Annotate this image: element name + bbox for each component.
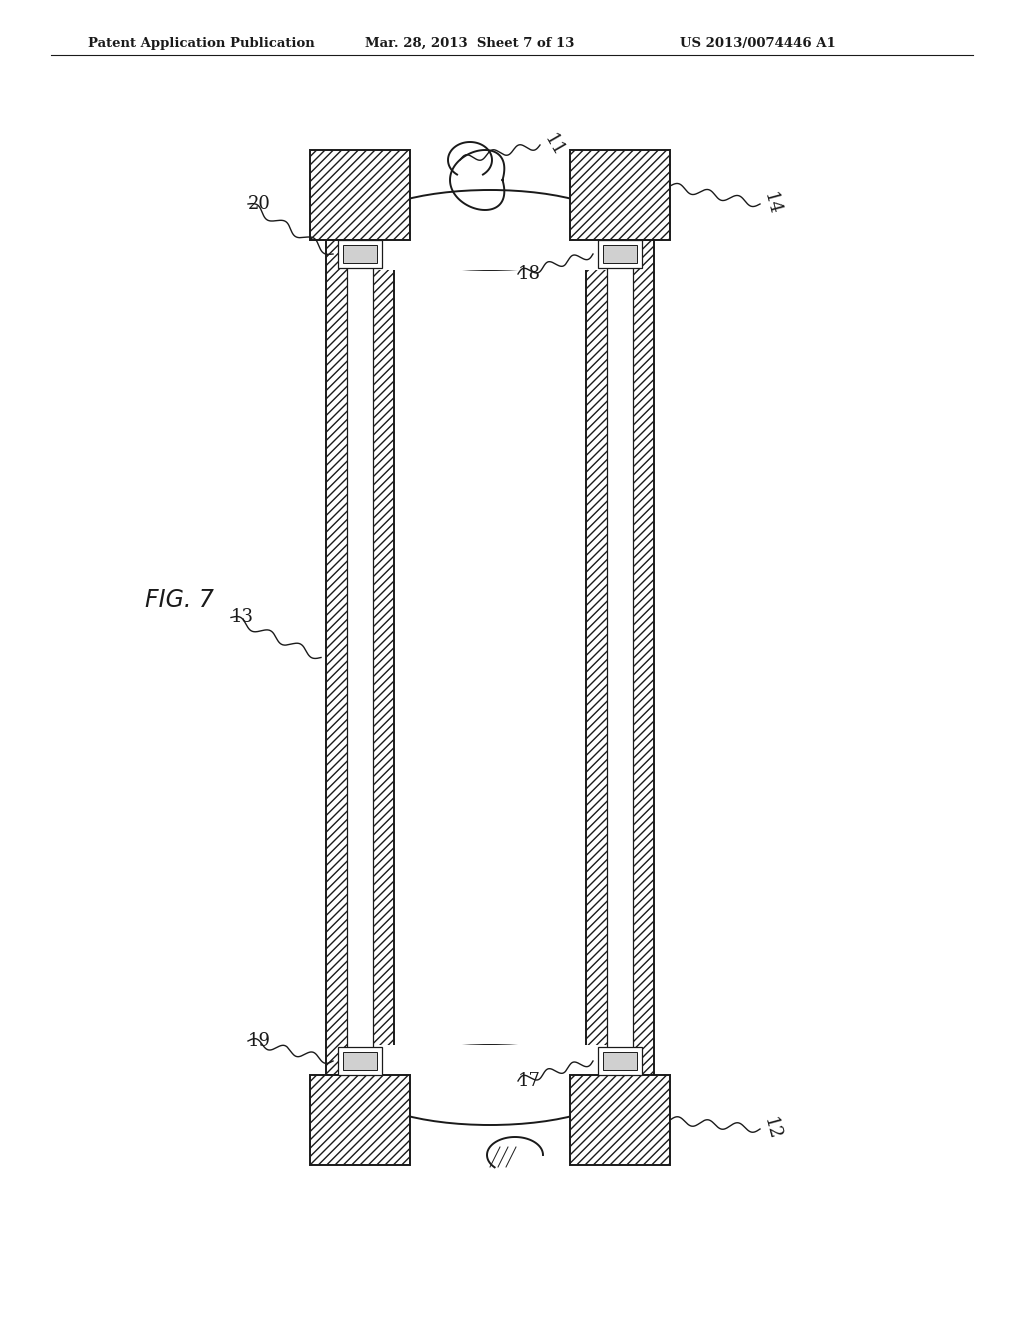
- Bar: [360, 230, 620, 1085]
- Text: 20: 20: [248, 195, 271, 213]
- Bar: [586, 240, 654, 1074]
- Text: 18: 18: [518, 265, 541, 282]
- Bar: [358, 230, 622, 271]
- Bar: [603, 246, 637, 263]
- Bar: [343, 246, 377, 263]
- Text: Mar. 28, 2013  Sheet 7 of 13: Mar. 28, 2013 Sheet 7 of 13: [365, 37, 574, 50]
- Bar: [603, 1052, 637, 1071]
- Ellipse shape: [360, 190, 620, 271]
- Bar: [570, 1074, 670, 1166]
- Bar: [310, 1074, 410, 1166]
- Bar: [326, 240, 394, 1074]
- Bar: [338, 240, 382, 268]
- Bar: [347, 240, 373, 1074]
- Bar: [338, 1047, 382, 1074]
- Text: 17: 17: [518, 1072, 541, 1090]
- Bar: [598, 1047, 642, 1074]
- Text: 19: 19: [248, 1032, 271, 1049]
- Text: US 2013/0074446 A1: US 2013/0074446 A1: [680, 37, 836, 50]
- Text: FIG. 7: FIG. 7: [145, 587, 214, 612]
- Text: 13: 13: [231, 609, 254, 627]
- Text: Patent Application Publication: Patent Application Publication: [88, 37, 314, 50]
- Bar: [570, 150, 670, 240]
- Bar: [343, 1052, 377, 1071]
- Ellipse shape: [360, 1045, 620, 1125]
- Bar: [358, 1045, 622, 1085]
- Bar: [607, 240, 633, 1074]
- Bar: [598, 240, 642, 268]
- Bar: [310, 150, 410, 240]
- Text: 11: 11: [540, 131, 567, 160]
- Text: 12: 12: [760, 1115, 783, 1142]
- Text: 14: 14: [760, 190, 783, 218]
